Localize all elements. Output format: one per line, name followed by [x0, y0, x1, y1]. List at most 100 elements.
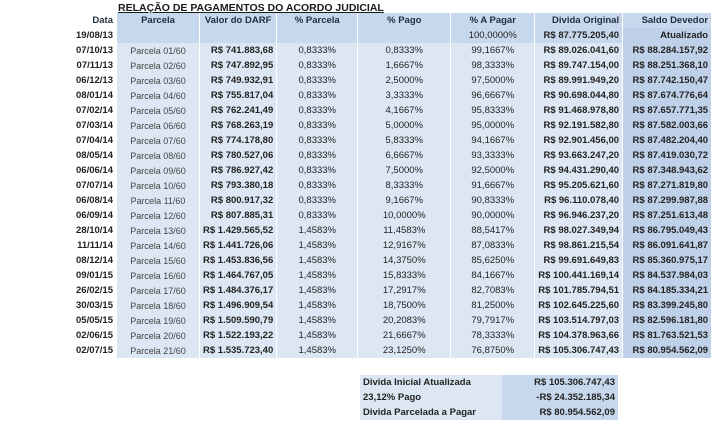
cell-valor-darf: R$ 755.817,04	[198, 88, 278, 103]
cell-valor-darf: R$ 774.178,80	[198, 133, 278, 148]
cell-pct-parcela: 1,4583%	[276, 328, 359, 343]
header-data: Data	[60, 13, 117, 28]
cell-saldo-devedor: R$ 83.399.245,80	[622, 298, 713, 313]
table-row: 07/04/14 Parcela 07/60 R$ 774.178,80 0,8333…	[60, 133, 713, 148]
cell-saldo-devedor: R$ 87.674.776,64	[622, 88, 713, 103]
summary-row: 23,12% Pago -R$ 24.352.185,34	[360, 390, 618, 405]
summary-value: -R$ 24.352.185,34	[502, 390, 618, 405]
cell-date: 06/12/13	[60, 73, 117, 88]
summary-row: Divida Inicial Atualizada R$ 105.306.747,…	[360, 375, 618, 390]
cell-pct-a-pagar: 93,3333%	[450, 148, 536, 163]
cell-divida-original: R$ 92.191.582,80	[534, 118, 624, 133]
cell-parcela: Parcela 13/60	[116, 223, 200, 238]
cell-valor-darf: R$ 1.429.565,52	[198, 223, 278, 238]
cell-saldo-devedor: R$ 87.482.204,40	[622, 133, 713, 148]
cell-saldo-devedor: R$ 87.348.943,62	[622, 163, 713, 178]
cell-valor-darf: R$ 800.917,32	[198, 193, 278, 208]
cell-parcela: Parcela 11/60	[116, 193, 200, 208]
cell-valor-darf: R$ 1.464.767,05	[198, 268, 278, 283]
cell-pct-pago: 7,5000%	[357, 163, 452, 178]
header-pct-parcela: % Parcela	[276, 13, 359, 28]
cell-date: 08/01/14	[60, 88, 117, 103]
cell-date: 09/01/15	[60, 268, 117, 283]
cell-divida-original: R$ 98.027.349,94	[534, 223, 624, 238]
cell-pct-pago: 2,5000%	[357, 73, 452, 88]
cell-saldo-devedor: R$ 81.763.521,53	[622, 328, 713, 343]
cell-date: 05/05/15	[60, 313, 117, 328]
cell-date: 08/12/14	[60, 253, 117, 268]
cell-divida-original: R$ 89.026.041,60	[534, 43, 624, 58]
cell-divida-original: R$ 98.861.215,54	[534, 238, 624, 253]
initial-divida: R$ 87.775.205,40	[534, 28, 624, 43]
header-saldo-2: Atualizado	[622, 28, 713, 43]
table-row: 11/11/14 Parcela 14/60 R$ 1.441.726,06 1,45…	[60, 238, 713, 253]
cell-date: 02/07/15	[60, 343, 117, 358]
summary-value: R$ 105.306.747,43	[502, 375, 618, 390]
cell-pct-parcela: 1,4583%	[276, 298, 359, 313]
cell-saldo-devedor: R$ 87.299.987,88	[622, 193, 713, 208]
header-parcela: Parcela	[116, 13, 200, 28]
table-row: 28/10/14 Parcela 13/60 R$ 1.429.565,52 1,45…	[60, 223, 713, 238]
cell-date: 07/11/13	[60, 58, 117, 73]
cell-date: 06/06/14	[60, 163, 117, 178]
cell-pct-pago: 18,7500%	[357, 298, 452, 313]
cell-saldo-devedor: R$ 85.360.975,17	[622, 253, 713, 268]
cell-saldo-devedor: R$ 87.419.030,72	[622, 148, 713, 163]
cell-pct-parcela: 1,4583%	[276, 238, 359, 253]
cell-pct-a-pagar: 96,6667%	[450, 88, 536, 103]
header-pct-pago: % Pago	[357, 13, 452, 28]
table-row: 07/02/14 Parcela 05/60 R$ 762.241,49 0,8333…	[60, 103, 713, 118]
initial-row: 19/08/13 100,0000% R$ 87.775.205,40 Atua…	[60, 28, 713, 43]
cell-divida-original: R$ 91.468.978,80	[534, 103, 624, 118]
header-divida: Divida Original	[534, 13, 624, 28]
cell-pct-pago: 0,8333%	[357, 43, 452, 58]
header-pct-a-pagar: % A Pagar	[450, 13, 536, 28]
cell-divida-original: R$ 93.663.247,20	[534, 148, 624, 163]
cell-parcela: Parcela 09/60	[116, 163, 200, 178]
cell-pct-parcela: 0,8333%	[276, 58, 359, 73]
cell-valor-darf: R$ 1.496.909,54	[198, 298, 278, 313]
table-row: 08/12/14 Parcela 15/60 R$ 1.453.836,56 1,45…	[60, 253, 713, 268]
cell-parcela: Parcela 02/60	[116, 58, 200, 73]
cell-pct-parcela: 1,4583%	[276, 313, 359, 328]
cell-divida-original: R$ 105.306.747,43	[534, 343, 624, 358]
cell-divida-original: R$ 102.645.225,60	[534, 298, 624, 313]
table-row: 07/07/14 Parcela 10/60 R$ 793.380,18 0,8333…	[60, 178, 713, 193]
table-row: 08/05/14 Parcela 08/60 R$ 780.527,06 0,8333…	[60, 148, 713, 163]
cell-divida-original: R$ 92.901.456,00	[534, 133, 624, 148]
cell-pct-parcela: 0,8333%	[276, 193, 359, 208]
cell-parcela: Parcela 16/60	[116, 268, 200, 283]
cell-pct-pago: 4,1667%	[357, 103, 452, 118]
cell-pct-parcela: 0,8333%	[276, 103, 359, 118]
cell-saldo-devedor: R$ 87.657.771,35	[622, 103, 713, 118]
cell-parcela: Parcela 05/60	[116, 103, 200, 118]
cell-divida-original: R$ 89.747.154,00	[534, 58, 624, 73]
table-row: 07/10/13 Parcela 01/60 R$ 741.883,68 0,8333…	[60, 43, 713, 58]
cell-saldo-devedor: R$ 88.284.157,92	[622, 43, 713, 58]
cell-saldo-devedor: R$ 87.271.819,80	[622, 178, 713, 193]
cell-divida-original: R$ 104.378.963,66	[534, 328, 624, 343]
cell-pct-parcela: 1,4583%	[276, 223, 359, 238]
cell-parcela: Parcela 10/60	[116, 178, 200, 193]
cell-pct-pago: 21,6667%	[357, 328, 452, 343]
cell-pct-parcela: 0,8333%	[276, 88, 359, 103]
cell-pct-pago: 23,1250%	[357, 343, 452, 358]
cell-pct-parcela: 1,4583%	[276, 253, 359, 268]
cell-divida-original: R$ 103.514.797,03	[534, 313, 624, 328]
summary-label: Divida Inicial Atualizada	[360, 375, 502, 390]
cell-valor-darf: R$ 1.453.836,56	[198, 253, 278, 268]
cell-date: 07/10/13	[60, 43, 117, 58]
cell-divida-original: R$ 99.691.649,83	[534, 253, 624, 268]
cell-pct-a-pagar: 81,2500%	[450, 298, 536, 313]
cell-date: 07/03/14	[60, 118, 117, 133]
cell-pct-parcela: 0,8333%	[276, 148, 359, 163]
cell-valor-darf: R$ 762.241,49	[198, 103, 278, 118]
cell-saldo-devedor: R$ 86.091.641,87	[622, 238, 713, 253]
summary-value: R$ 80.954.562,09	[502, 405, 618, 420]
header-saldo: Saldo Devedor	[622, 13, 713, 28]
table-row: 02/07/15 Parcela 21/60 R$ 1.535.723,40 1,45…	[60, 343, 713, 358]
cell-valor-darf: R$ 786.927,42	[198, 163, 278, 178]
cell-saldo-devedor: R$ 84.537.984,03	[622, 268, 713, 283]
cell-date: 06/09/14	[60, 208, 117, 223]
cell-pct-parcela: 0,8333%	[276, 73, 359, 88]
